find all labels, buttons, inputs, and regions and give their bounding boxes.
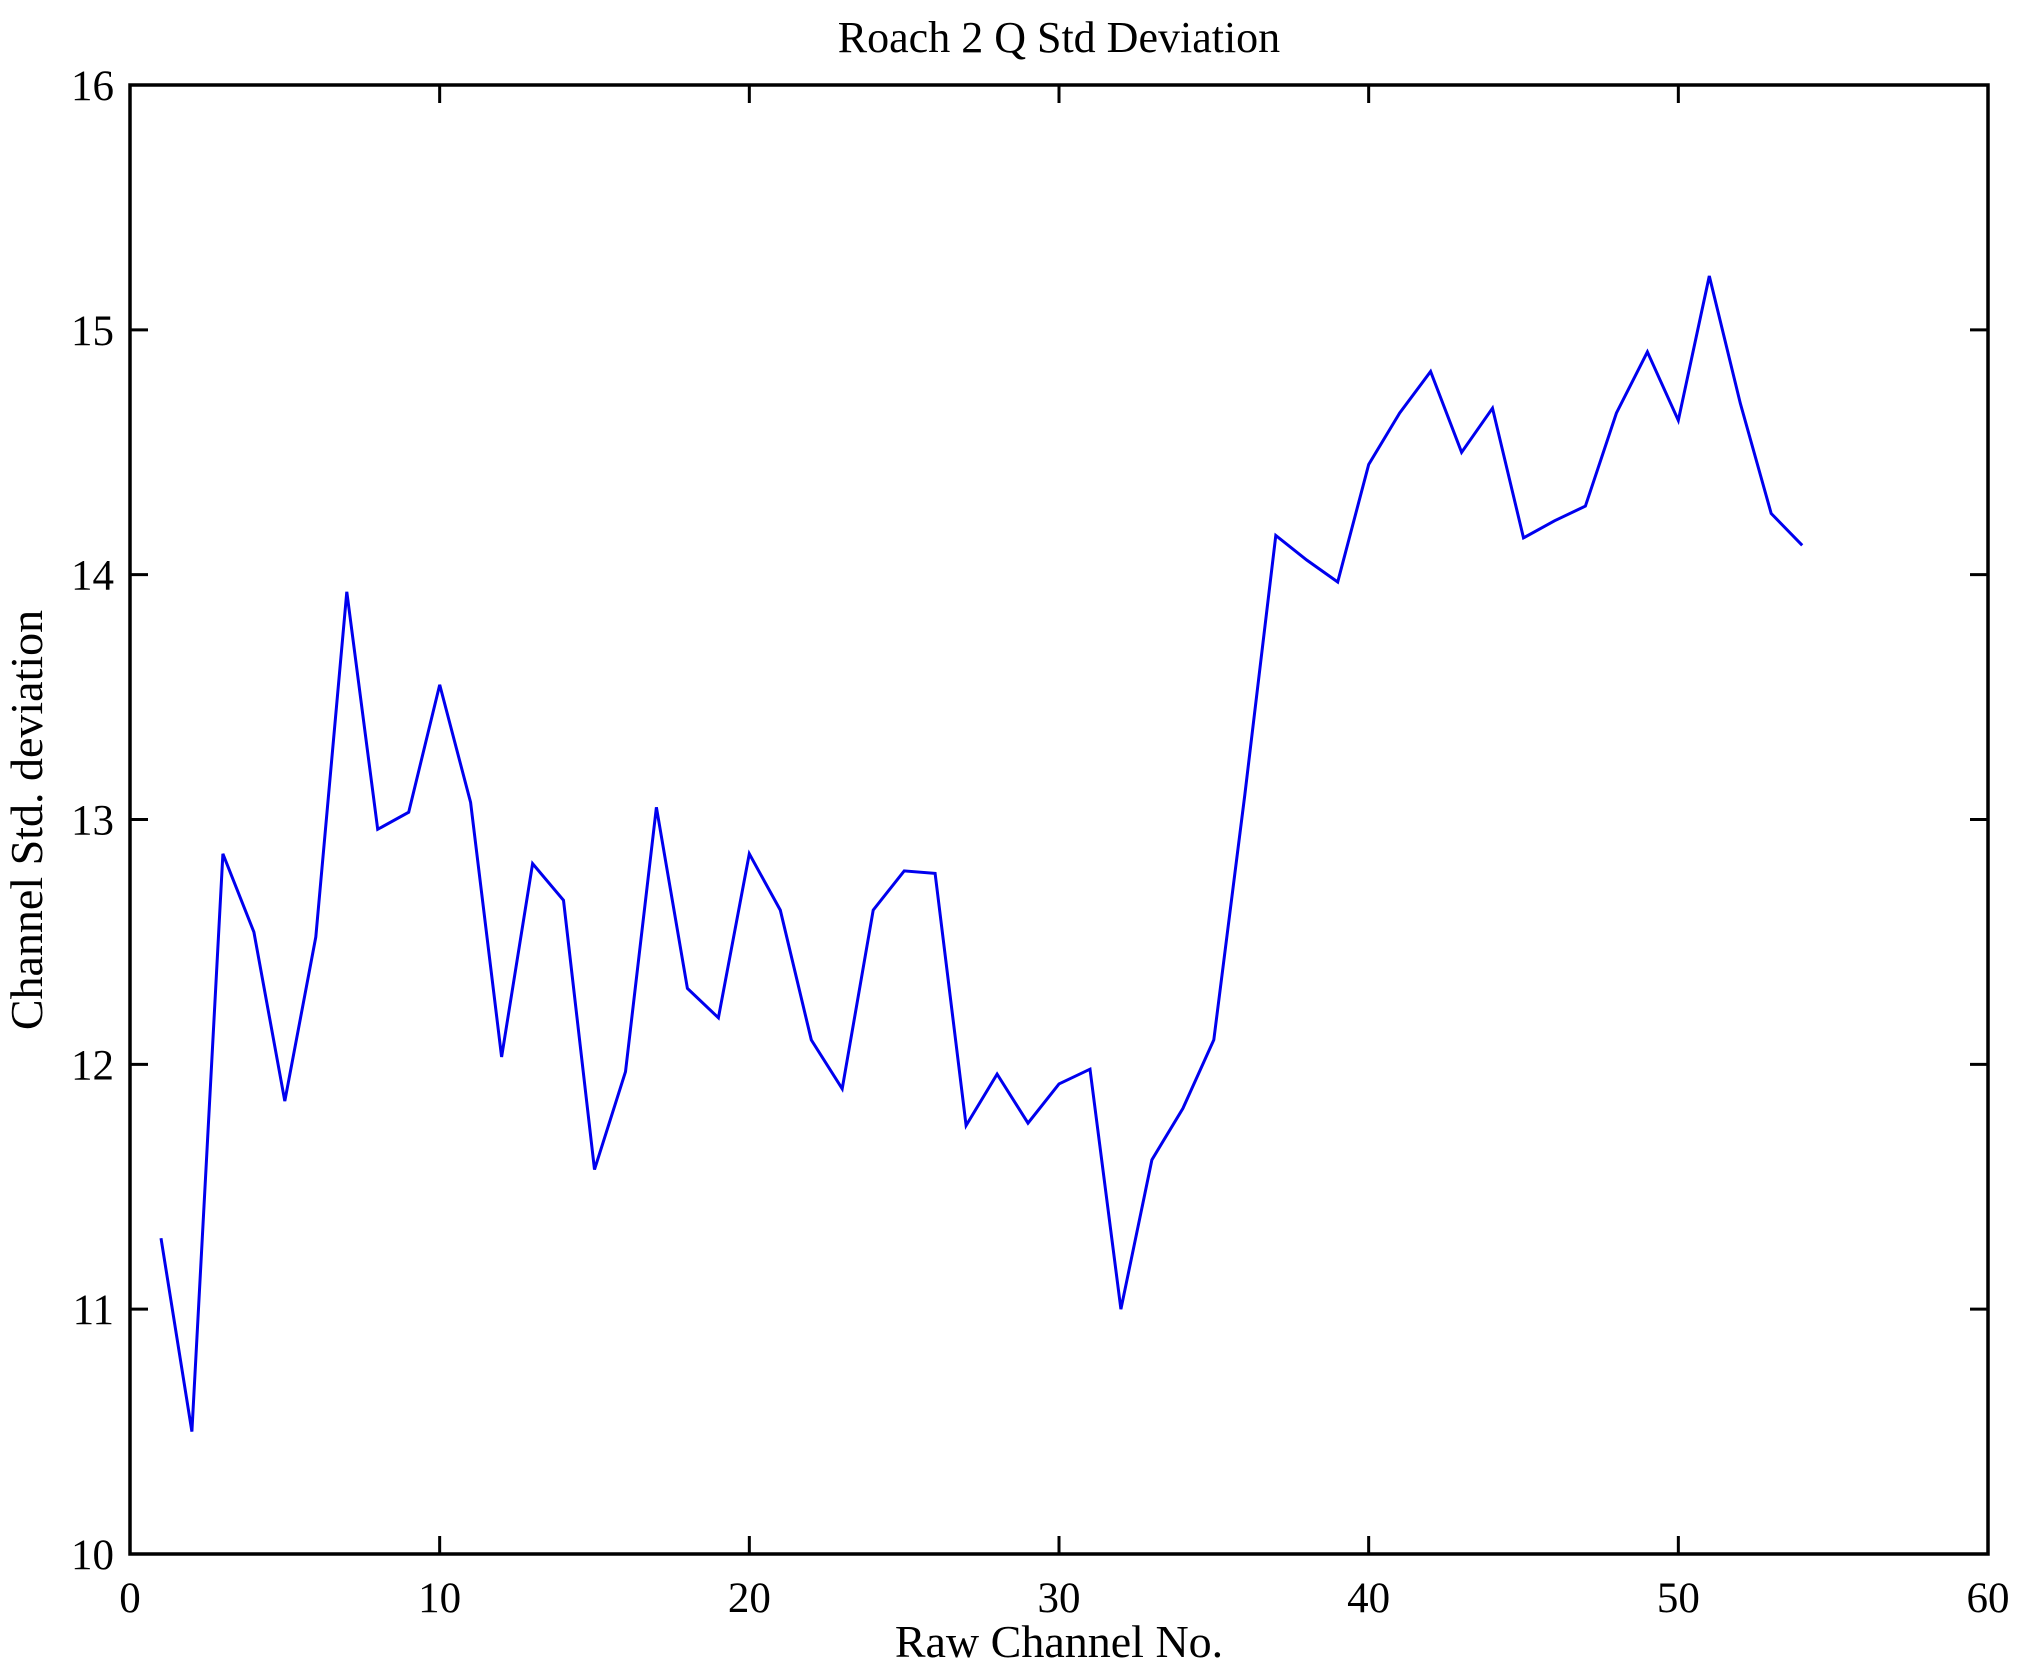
x-tick-label: 30 — [1038, 1575, 1081, 1622]
y-tick-label: 10 — [71, 1532, 114, 1579]
y-tick-label: 16 — [71, 63, 114, 110]
x-tick-label: 40 — [1347, 1575, 1390, 1622]
y-tick-label: 12 — [71, 1042, 114, 1089]
y-tick-label: 11 — [73, 1287, 114, 1334]
y-tick-label: 14 — [71, 553, 114, 600]
y-tick-label: 15 — [71, 308, 114, 355]
x-axis-label: Raw Channel No. — [895, 1616, 1223, 1667]
chart-title: Roach 2 Q Std Deviation — [838, 13, 1280, 62]
x-tick-label: 60 — [1967, 1575, 2010, 1622]
plot-box — [128, 83, 1990, 1556]
y-tick-label: 13 — [71, 798, 114, 845]
data-line-series — [159, 275, 1804, 1432]
x-tick-label: 10 — [418, 1575, 461, 1622]
y-axis-label: Channel Std. deviation — [1, 610, 52, 1030]
axis-ticks — [128, 83, 1990, 1556]
x-tick-label: 0 — [119, 1575, 141, 1622]
x-tick-label: 20 — [728, 1575, 771, 1622]
x-tick-label: 50 — [1657, 1575, 1700, 1622]
